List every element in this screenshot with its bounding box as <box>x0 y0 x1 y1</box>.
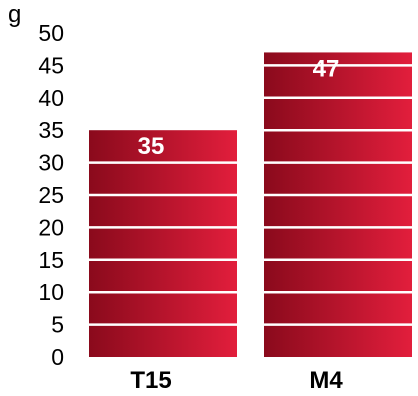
y-tick-label: 5 <box>51 312 64 338</box>
bar-gridlines <box>89 64 412 326</box>
y-tick-label: 0 <box>51 344 64 370</box>
chart-title: g <box>8 1 21 28</box>
y-tick-label: 30 <box>38 150 64 176</box>
y-tick-label: 25 <box>38 182 64 208</box>
y-tick-label: 15 <box>38 247 64 273</box>
bar-m4 <box>264 52 412 357</box>
y-tick-label: 10 <box>38 279 64 305</box>
x-tick-label: T15 <box>130 367 171 391</box>
data-labels-group: 35 47 <box>138 55 340 160</box>
x-axis: T15 M4 <box>130 367 343 394</box>
y-tick-label: 45 <box>38 52 64 78</box>
y-axis: 0 5 10 15 20 25 30 35 40 45 50 <box>38 20 64 370</box>
y-tick-label: 50 <box>38 20 64 46</box>
y-tick-label: 35 <box>38 117 64 143</box>
data-label: 47 <box>313 55 340 82</box>
x-tick-label: M4 <box>309 367 343 391</box>
bar-t15 <box>89 130 237 357</box>
y-tick-label: 20 <box>38 214 64 240</box>
bars-group <box>89 52 412 357</box>
y-tick-label: 40 <box>38 85 64 111</box>
data-label: 35 <box>138 133 165 160</box>
